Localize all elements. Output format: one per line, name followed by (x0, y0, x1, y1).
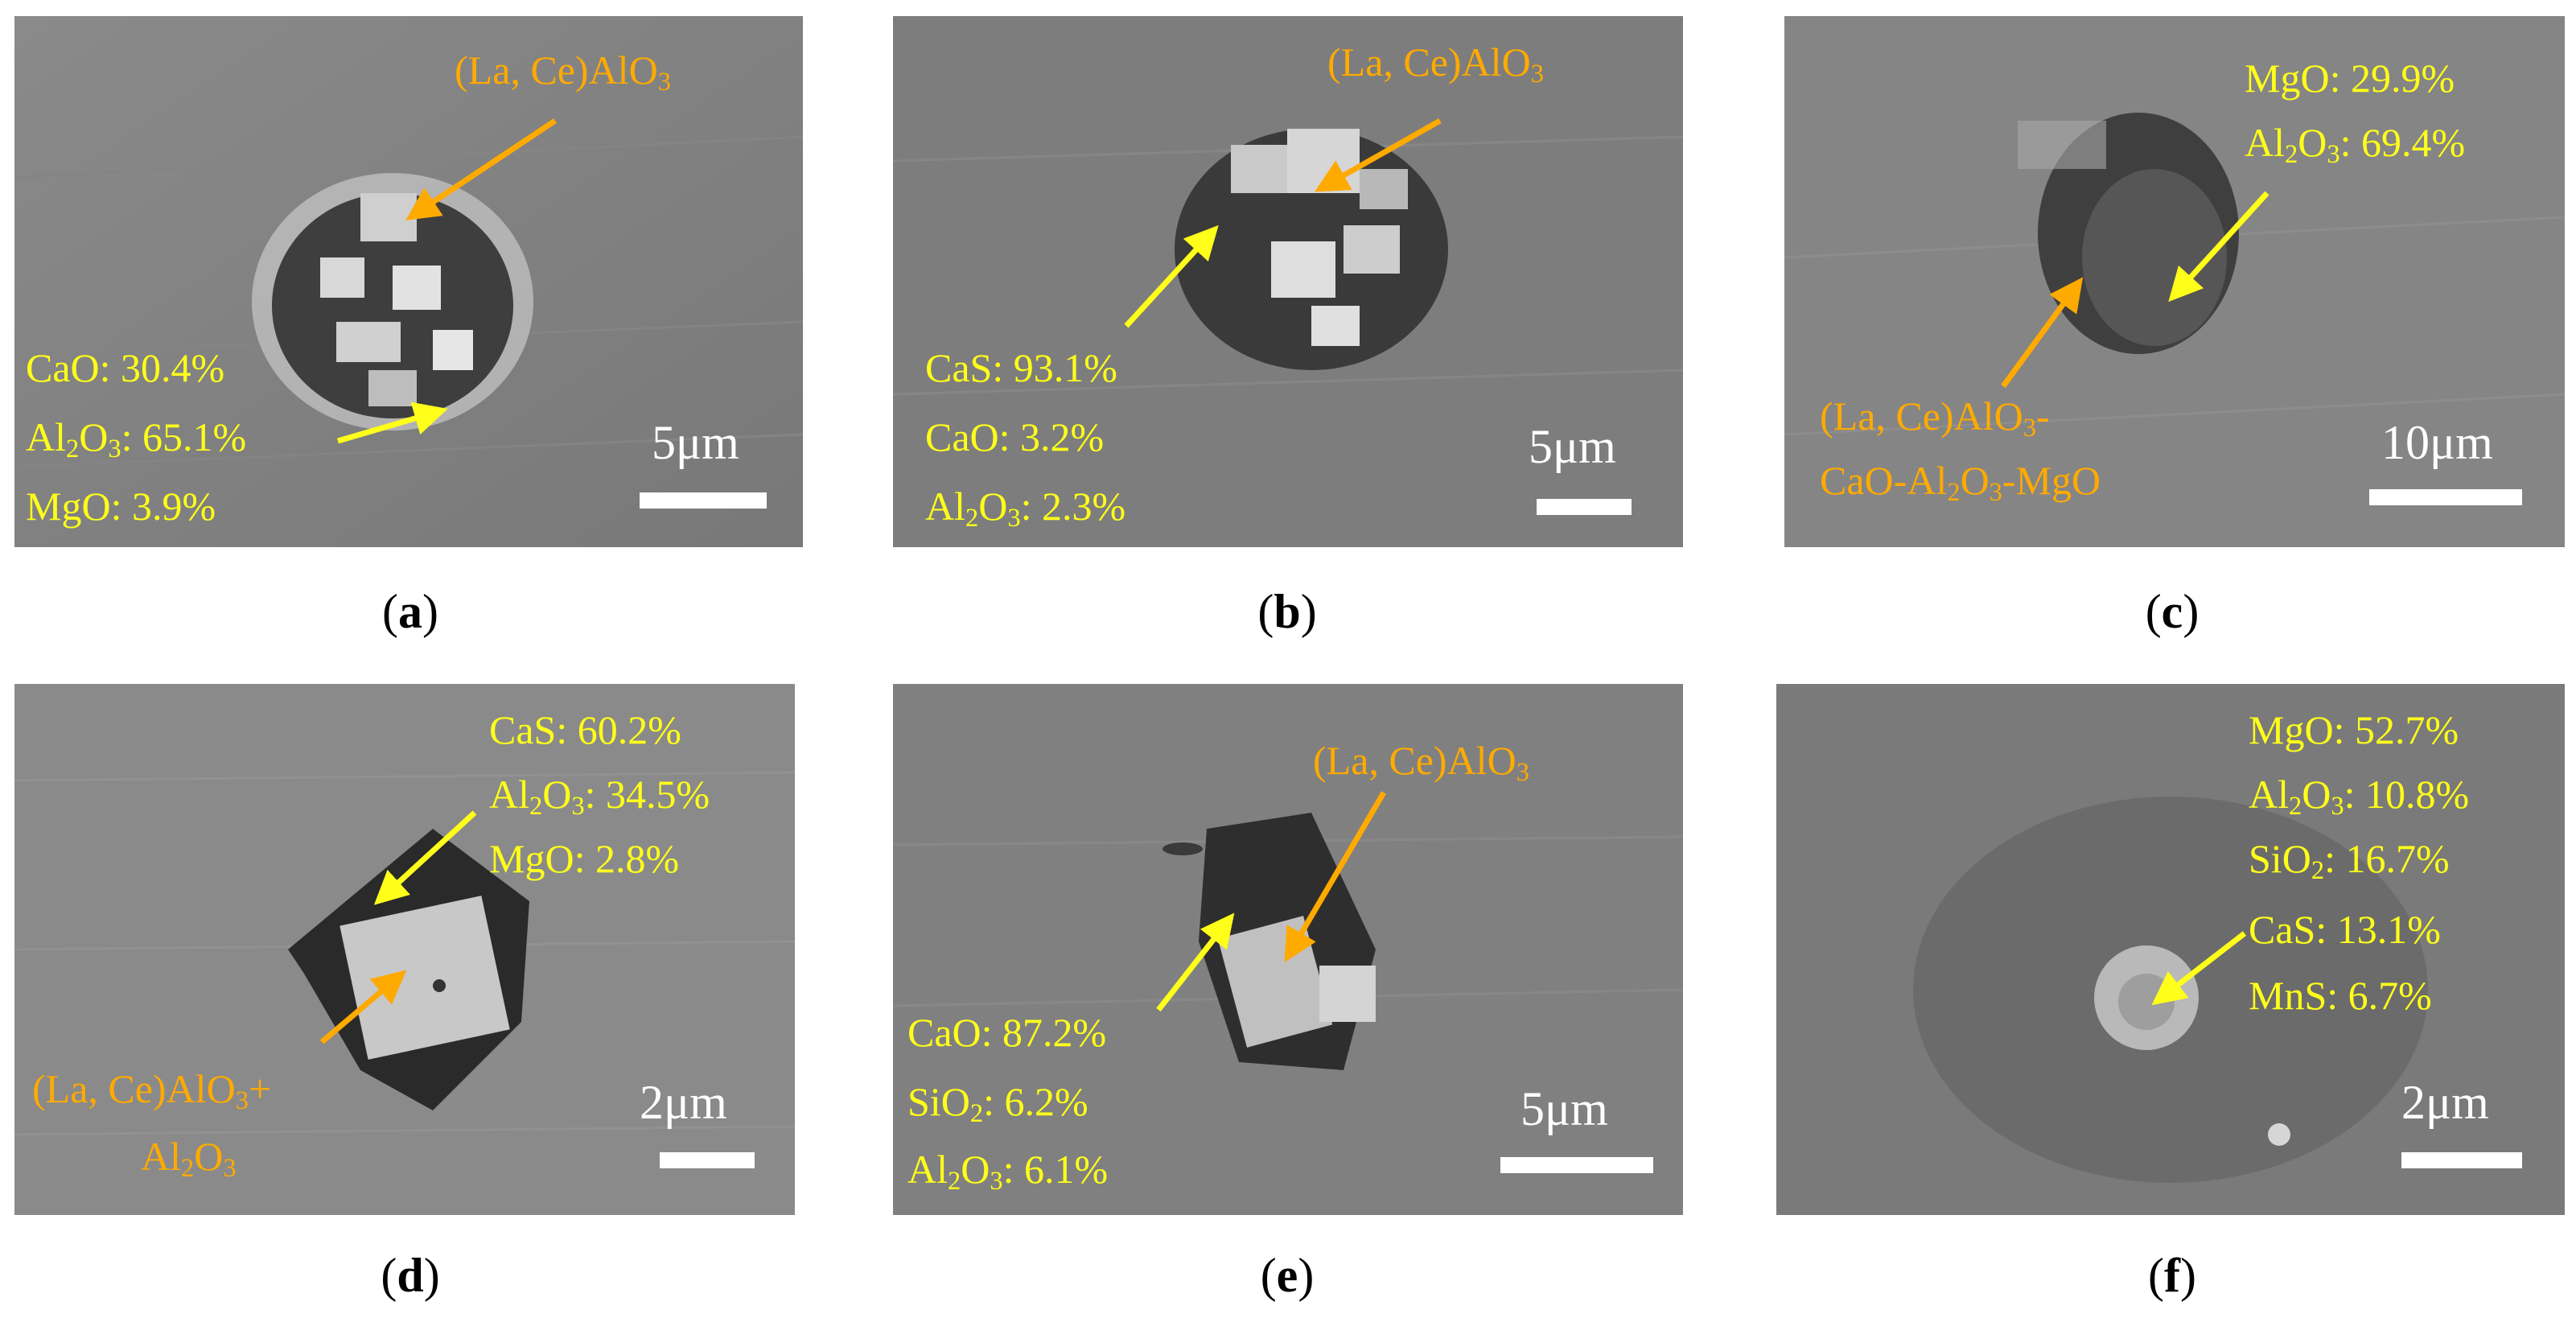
sem-image-b (893, 16, 1683, 547)
scale-label-e: 5μm (1520, 1082, 1608, 1135)
label-d-mgo: MgO: 2.8% (489, 836, 680, 881)
scale-bar-d (660, 1152, 755, 1168)
scale-label-f: 2μm (2401, 1076, 2489, 1129)
label-d-phase-2: Al2O3 (141, 1134, 237, 1184)
scale-bar-c (2369, 489, 2522, 505)
label-f-mns: MnS: 6.7% (2249, 973, 2432, 1018)
sem-image-a (14, 16, 803, 547)
label-f-cas: CaS: 13.1% (2249, 907, 2441, 952)
sem-panel-f (1776, 684, 2565, 1215)
scale-bar-e (1500, 1157, 1653, 1173)
sem-panel-e (893, 684, 1683, 1215)
label-b-al2o3: Al2O3: 2.3% (925, 484, 1126, 533)
label-e-al2o3: Al2O3: 6.1% (907, 1147, 1109, 1196)
label-d-phase-1: (La, Ce)AlO3+ (32, 1066, 272, 1116)
label-c-al2o3: Al2O3: 69.4% (2245, 120, 2466, 170)
label-b-lacealo3: (La, Ce)AlO3 (1327, 39, 1544, 89)
label-e-cao: CaO: 87.2% (907, 1010, 1107, 1055)
scale-label-c: 10μm (2381, 416, 2493, 469)
scale-label-b: 5μm (1529, 420, 1616, 473)
label-e-sio2: SiO2: 6.2% (907, 1079, 1088, 1129)
scale-bar-a (640, 492, 767, 509)
sem-panel-d (14, 684, 795, 1215)
caption-b: (b) (1257, 585, 1317, 638)
sem-image-d (14, 684, 795, 1215)
scale-bar-f (2401, 1152, 2522, 1168)
caption-c: (c) (2145, 585, 2199, 638)
caption-e: (e) (1260, 1249, 1315, 1302)
caption-f: (f) (2148, 1249, 2196, 1302)
label-a-mgo: MgO: 3.9% (26, 484, 216, 529)
label-a-al2o3: Al2O3: 65.1% (26, 414, 247, 464)
label-a-cao: CaO: 30.4% (26, 345, 225, 390)
label-d-al2o3: Al2O3: 34.5% (489, 772, 710, 822)
sem-image-e (893, 684, 1683, 1215)
label-f-al2o3: Al2O3: 10.8% (2249, 772, 2470, 822)
scale-bar-b (1537, 499, 1632, 515)
label-f-sio2: SiO2: 16.7% (2249, 836, 2450, 886)
label-f-mgo: MgO: 52.7% (2249, 707, 2459, 752)
scale-label-a: 5μm (652, 416, 739, 469)
sem-image-f (1776, 684, 2565, 1215)
sem-panel-a (14, 16, 803, 547)
label-d-cas: CaS: 60.2% (489, 707, 681, 752)
label-b-cas: CaS: 93.1% (925, 345, 1117, 390)
label-c-phase-1: (La, Ce)AlO3- (1820, 393, 2050, 443)
label-c-mgo: MgO: 29.9% (2245, 56, 2455, 101)
label-a-lacealo3: (La, Ce)AlO3 (455, 47, 671, 97)
label-e-lacealo3: (La, Ce)AlO3 (1313, 738, 1529, 788)
caption-d: (d) (381, 1249, 440, 1302)
label-c-phase-2: CaO-Al2O3-MgO (1820, 458, 2101, 508)
label-b-cao: CaO: 3.2% (925, 414, 1105, 459)
sem-panel-b (893, 16, 1683, 547)
scale-label-d: 2μm (640, 1076, 727, 1129)
caption-a: (a) (382, 585, 438, 638)
